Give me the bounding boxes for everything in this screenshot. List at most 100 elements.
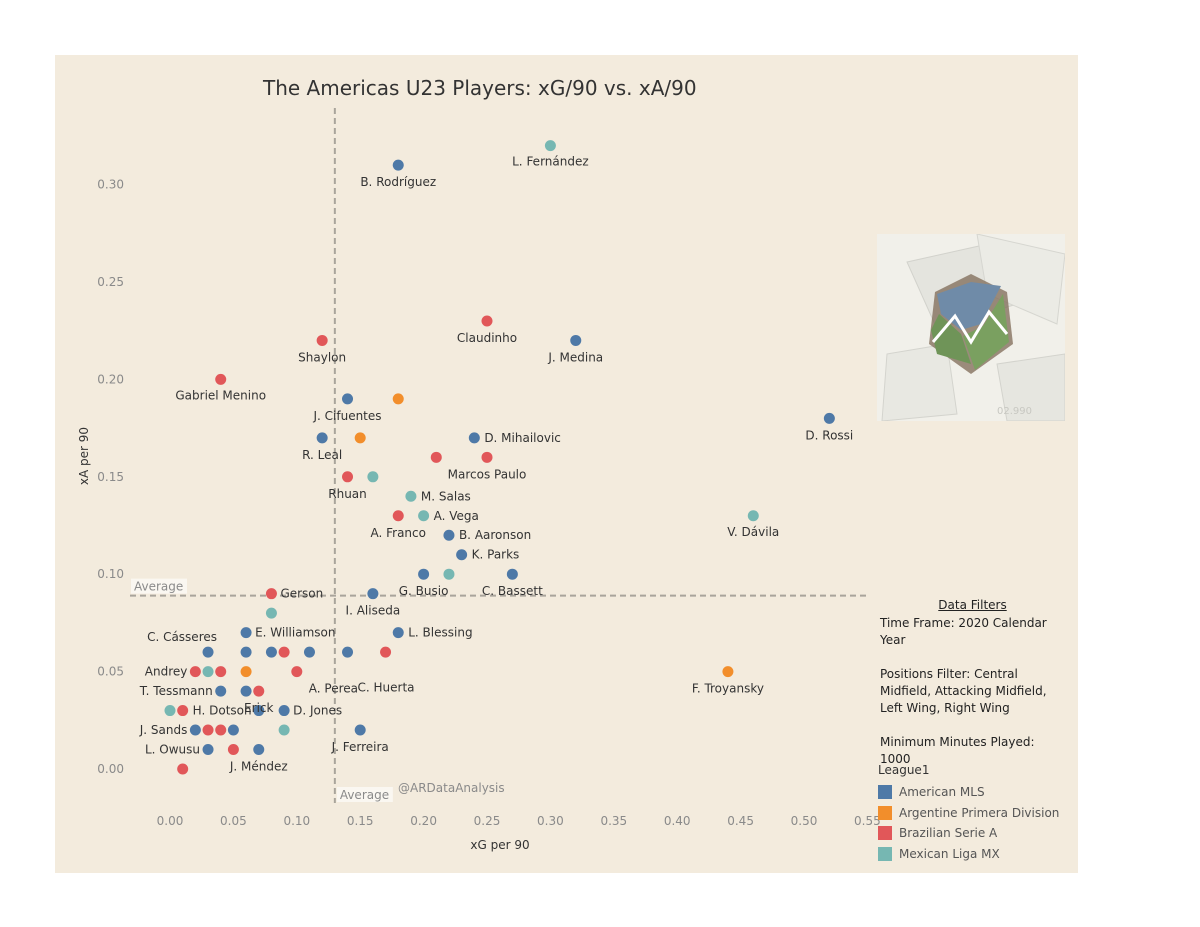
point-label: Claudinho (457, 331, 517, 345)
point-label: T. Tessmann (139, 684, 213, 698)
point-label: Andrey (145, 665, 188, 679)
legend-item-mexican: Mexican Liga MX (878, 844, 1059, 865)
data-point (202, 724, 214, 736)
x-tick-label: 0.25 (474, 814, 501, 828)
data-point (164, 705, 176, 717)
legend-swatch-mls (878, 785, 892, 800)
data-point (443, 568, 455, 580)
data-points (164, 140, 835, 775)
x-tick-label: 0.40 (664, 814, 691, 828)
x-average-label: Average (340, 788, 389, 802)
data-point (443, 529, 455, 541)
point-label: Erick (244, 701, 273, 715)
data-point (367, 588, 379, 600)
point-label: J. Ferreira (331, 740, 389, 754)
average-lines: Average Average (130, 108, 868, 803)
credit-text: @ARDataAnalysis (398, 781, 505, 795)
legend-title: League1 (878, 763, 930, 777)
point-label: D. Rossi (805, 428, 853, 442)
point-label: C. Cásseres (147, 630, 217, 644)
point-label: C. Huerta (358, 681, 415, 695)
data-point (240, 685, 252, 697)
pentagon-m-logo-icon: 02.990 (877, 233, 1066, 422)
data-point (506, 568, 518, 580)
y-tick-label: 0.25 (97, 275, 124, 289)
point-label: V. Dávila (727, 525, 779, 539)
svg-text:02.990: 02.990 (997, 406, 1032, 417)
point-label: J. Sands (139, 723, 188, 737)
time-frame-filter: Time Frame: 2020 Calendar Year (880, 616, 1047, 647)
point-label: G. Busio (399, 584, 449, 598)
x-tick-label: 0.00 (157, 814, 184, 828)
y-tick-labels: 0.00 0.05 0.10 0.15 0.20 0.25 0.30 (97, 178, 124, 776)
legend-item-mls: American MLS (878, 782, 1059, 803)
point-label: A. Perea (309, 682, 358, 696)
point-label: K. Parks (472, 548, 520, 562)
x-tick-label: 0.15 (347, 814, 374, 828)
point-label: L. Blessing (408, 626, 472, 640)
data-point (278, 646, 290, 658)
data-point (418, 568, 430, 580)
data-filters-panel: Data Filters Time Frame: 2020 Calendar Y… (880, 597, 1065, 785)
legend-swatch-argentine (878, 805, 892, 820)
legend-label-mexican: Mexican Liga MX (899, 846, 1000, 861)
point-label: J. Medina (547, 350, 603, 364)
chart-title: The Americas U23 Players: xG/90 vs. xA/9… (262, 76, 697, 100)
point-label: L. Fernández (512, 155, 589, 169)
point-label: C. Bassett (482, 584, 543, 598)
data-point (240, 666, 252, 678)
point-label: E. Williamson (255, 626, 335, 640)
data-point (253, 744, 265, 756)
data-point (240, 627, 252, 639)
y-tick-label: 0.10 (97, 567, 124, 581)
legend-label-brazilian: Brazilian Serie A (899, 826, 998, 841)
data-point (303, 646, 315, 658)
data-point (392, 627, 404, 639)
data-point (481, 315, 493, 327)
point-label: B. Aaronson (459, 528, 531, 542)
data-point (380, 646, 392, 658)
y-tick-label: 0.20 (97, 372, 124, 386)
legend-label-mls: American MLS (899, 785, 985, 800)
point-label: Shaylon (298, 350, 346, 364)
data-point (177, 705, 189, 717)
data-point (481, 451, 493, 463)
data-point (316, 334, 328, 346)
x-tick-label: 0.30 (537, 814, 564, 828)
data-point (823, 412, 835, 424)
x-tick-label: 0.20 (410, 814, 437, 828)
point-label: J. Cifuentes (312, 409, 381, 423)
data-point (418, 510, 430, 522)
point-label: L. Owusu (145, 743, 200, 757)
data-point (367, 471, 379, 483)
data-point (215, 666, 227, 678)
data-point (392, 159, 404, 171)
data-point (253, 685, 265, 697)
data-point (215, 724, 227, 736)
point-label: I. Aliseda (346, 604, 401, 618)
data-point (202, 666, 214, 678)
data-point (342, 471, 354, 483)
y-tick-label: 0.30 (97, 178, 124, 192)
legend-label-argentine: Argentine Primera Division (899, 805, 1060, 820)
data-point (240, 646, 252, 658)
data-point (405, 490, 417, 502)
data-point (215, 685, 227, 697)
data-point (468, 432, 480, 444)
x-tick-labels: 0.00 0.05 0.10 0.15 0.20 0.25 0.30 0.35 0.40 0.45… (157, 814, 881, 828)
data-point (316, 432, 328, 444)
data-point (354, 432, 366, 444)
filters-title: Data Filters (938, 598, 1007, 612)
legend-item-brazilian: Brazilian Serie A (878, 823, 1059, 844)
data-point (253, 705, 265, 717)
y-axis-label: xA per 90 (77, 427, 91, 485)
data-point (177, 763, 189, 775)
data-point (291, 666, 303, 678)
data-point (570, 334, 582, 346)
y-average-label-bg (131, 578, 187, 594)
point-label: H. Dotson (193, 704, 252, 718)
point-label: J. Méndez (229, 760, 288, 774)
x-average-label-bg (336, 787, 393, 802)
point-labels: L. Fernández B. Rodríguez Claudinho J. Medi… (139, 155, 854, 774)
